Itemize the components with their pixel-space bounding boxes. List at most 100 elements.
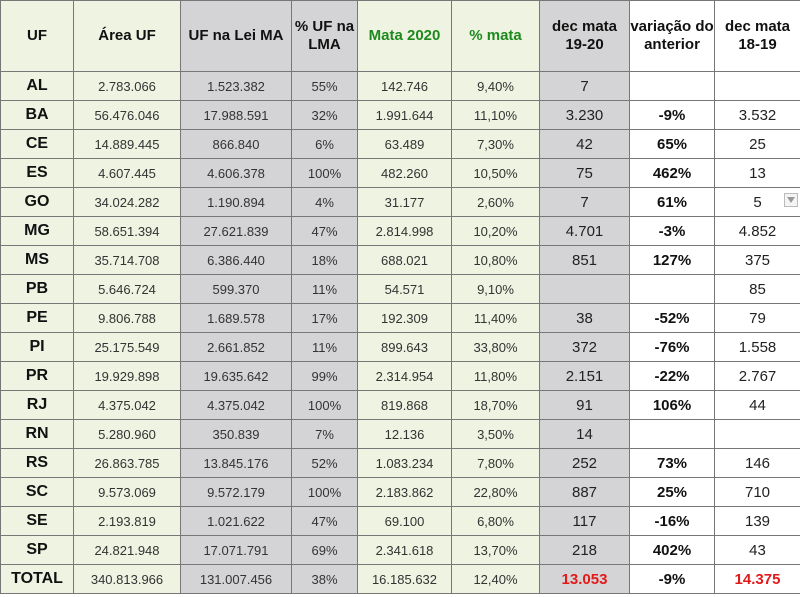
cell-pct-uf-lma: 11% <box>291 332 358 362</box>
cell-uf: PB <box>0 274 74 304</box>
cell-pct-uf-lma: 69% <box>291 535 358 565</box>
cell-variacao: 106% <box>629 390 715 420</box>
cell-uf-lei-ma: 1.021.622 <box>180 506 292 536</box>
cell-mata-2020: 688.021 <box>357 245 452 275</box>
cell-mata-2020: 31.177 <box>357 187 452 217</box>
cell-dec-mata-18-19: 146 <box>714 448 800 478</box>
cell-dec-mata-18-19: 85 <box>714 274 800 304</box>
cell-mata-2020: 2.183.862 <box>357 477 452 507</box>
cell-pct-mata: 7,80% <box>451 448 540 478</box>
cell-variacao <box>629 71 715 101</box>
cell-area-uf: 25.175.549 <box>73 332 181 362</box>
header-area-uf: Área UF <box>73 0 181 72</box>
cell-variacao: -22% <box>629 361 715 391</box>
cell-dec-mata-18-19: 710 <box>714 477 800 507</box>
cell-pct-uf-lma: 47% <box>291 506 358 536</box>
cell-uf-lei-ma: 2.661.852 <box>180 332 292 362</box>
cell-pct-uf-lma: 52% <box>291 448 358 478</box>
chevron-down-icon[interactable] <box>784 193 798 207</box>
cell-dec-mata-18-19: 2.767 <box>714 361 800 391</box>
cell-value: 5 <box>753 193 762 211</box>
header-dec-mata-18-19: dec mata 18-19 <box>714 0 800 72</box>
cell-uf: MS <box>0 245 74 275</box>
cell-uf: SC <box>0 477 74 507</box>
cell-uf: BA <box>0 100 74 130</box>
cell-dec-mata-19-20: 372 <box>539 332 630 362</box>
cell-pct-mata: 10,20% <box>451 216 540 246</box>
table-row: MS 35.714.708 6.386.440 18% 688.021 10,80% 851… <box>0 245 800 275</box>
cell-area-uf: 4.607.445 <box>73 158 181 188</box>
cell-pct-mata: 7,30% <box>451 129 540 159</box>
cell-mata-2020: 142.746 <box>357 71 452 101</box>
cell-dec-mata-19-20: 117 <box>539 506 630 536</box>
header-pct-mata: % mata <box>451 0 540 72</box>
cell-uf-lei-ma: 17.071.791 <box>180 535 292 565</box>
table-row: GO 34.024.282 1.190.894 4% 31.177 2,60% 7 61% 5 <box>0 187 800 217</box>
table-row: PI 25.175.549 2.661.852 11% 899.643 33,80% 372… <box>0 332 800 362</box>
cell-uf: AL <box>0 71 74 101</box>
cell-variacao: -3% <box>629 216 715 246</box>
cell-area-uf: 5.646.724 <box>73 274 181 304</box>
cell-uf-lei-ma: 1.190.894 <box>180 187 292 217</box>
cell-variacao <box>629 274 715 304</box>
cell-uf: MG <box>0 216 74 246</box>
table-row: BA 56.476.046 17.988.591 32% 1.991.644 11,10%… <box>0 100 800 130</box>
cell-uf-lei-ma: 131.007.456 <box>180 564 292 594</box>
cell-variacao: -76% <box>629 332 715 362</box>
cell-pct-mata: 18,70% <box>451 390 540 420</box>
cell-uf: ES <box>0 158 74 188</box>
cell-mata-2020: 2.814.998 <box>357 216 452 246</box>
cell-pct-mata: 22,80% <box>451 477 540 507</box>
cell-mata-2020: 12.136 <box>357 419 452 449</box>
cell-dec-mata-19-20: 75 <box>539 158 630 188</box>
header-dec-mata-19-20: dec mata 19-20 <box>539 0 630 72</box>
table-row: SP 24.821.948 17.071.791 69% 2.341.618 13,70%… <box>0 535 800 565</box>
cell-area-uf: 2.783.066 <box>73 71 181 101</box>
cell-dec-mata-18-19: 3.532 <box>714 100 800 130</box>
cell-uf-lei-ma: 6.386.440 <box>180 245 292 275</box>
cell-pct-mata: 9,40% <box>451 71 540 101</box>
cell-area-uf: 5.280.960 <box>73 419 181 449</box>
cell-mata-2020: 2.341.618 <box>357 535 452 565</box>
cell-area-uf: 56.476.046 <box>73 100 181 130</box>
cell-dec-mata-19-20: 887 <box>539 477 630 507</box>
cell-mata-2020: 2.314.954 <box>357 361 452 391</box>
cell-variacao: -16% <box>629 506 715 536</box>
header-uf-lei-ma: UF na Lei MA <box>180 0 292 72</box>
cell-pct-uf-lma: 18% <box>291 245 358 275</box>
cell-mata-2020: 482.260 <box>357 158 452 188</box>
cell-uf: RN <box>0 419 74 449</box>
cell-pct-mata: 2,60% <box>451 187 540 217</box>
cell-pct-mata: 11,10% <box>451 100 540 130</box>
cell-area-uf: 24.821.948 <box>73 535 181 565</box>
cell-pct-uf-lma: 17% <box>291 303 358 333</box>
cell-uf-lei-ma: 9.572.179 <box>180 477 292 507</box>
cell-uf: RJ <box>0 390 74 420</box>
cell-uf-lei-ma: 350.839 <box>180 419 292 449</box>
cell-uf-lei-ma: 13.845.176 <box>180 448 292 478</box>
cell-pct-uf-lma: 99% <box>291 361 358 391</box>
cell-pct-uf-lma: 4% <box>291 187 358 217</box>
cell-pct-uf-lma: 38% <box>291 564 358 594</box>
cell-area-uf: 34.024.282 <box>73 187 181 217</box>
cell-variacao: 462% <box>629 158 715 188</box>
cell-pct-mata: 9,10% <box>451 274 540 304</box>
table-row: RS 26.863.785 13.845.176 52% 1.083.234 7,80% 2… <box>0 448 800 478</box>
cell-dec-mata-19-20 <box>539 274 630 304</box>
cell-uf-lei-ma: 866.840 <box>180 129 292 159</box>
cell-pct-mata: 12,40% <box>451 564 540 594</box>
cell-dec-mata-18-19 <box>714 71 800 101</box>
cell-pct-uf-lma: 55% <box>291 71 358 101</box>
cell-mata-2020: 819.868 <box>357 390 452 420</box>
cell-pct-uf-lma: 47% <box>291 216 358 246</box>
cell-pct-uf-lma: 100% <box>291 158 358 188</box>
table-row: MG 58.651.394 27.621.839 47% 2.814.998 10,20%… <box>0 216 800 246</box>
cell-area-uf: 2.193.819 <box>73 506 181 536</box>
cell-mata-2020: 1.083.234 <box>357 448 452 478</box>
cell-dec-mata-19-20: 42 <box>539 129 630 159</box>
cell-pct-uf-lma: 100% <box>291 477 358 507</box>
cell-dec-mata-18-19: 4.852 <box>714 216 800 246</box>
cell-dec-mata-19-20: 4.701 <box>539 216 630 246</box>
cell-area-uf: 14.889.445 <box>73 129 181 159</box>
